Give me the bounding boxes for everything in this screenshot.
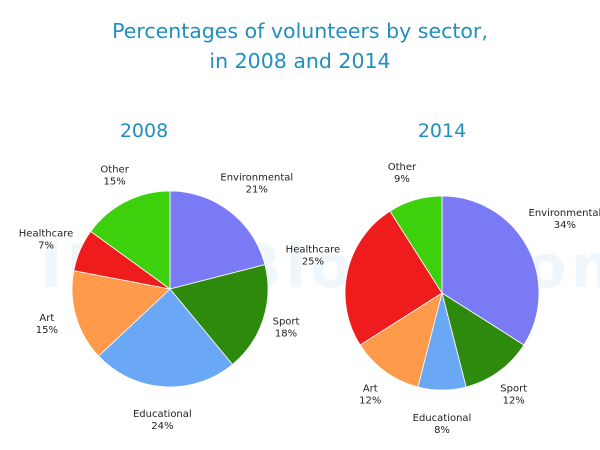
slice-category-label: Art <box>39 313 54 324</box>
slice-category-label: Environmental <box>529 208 600 219</box>
slice-value-label: 15% <box>103 176 125 187</box>
slice-category-label: Sport <box>500 384 527 395</box>
slice-label-other: Other 9% <box>388 162 417 185</box>
slice-category-label: Sport <box>273 317 300 328</box>
pie-2014: Environmental 34%Sport 12%Educational 8%Art… <box>286 162 600 436</box>
slice-environmental <box>441 195 540 346</box>
slice-value-label: 9% <box>394 174 410 185</box>
slice-label-educational: Educational 8% <box>413 413 472 436</box>
chart-title-line2: in 2008 and 2014 <box>209 49 391 73</box>
slice-label-educational: Educational 24% <box>133 409 192 432</box>
slice-label-art: Art 15% <box>36 313 58 336</box>
pie-title-2008: 2008 <box>119 120 169 142</box>
slice-value-label: 12% <box>503 396 525 407</box>
slice-category-label: Art <box>363 384 378 395</box>
slice-label-environmental: Environmental 21% <box>220 173 293 196</box>
slice-label-healthcare: Healthcare 25% <box>286 244 341 267</box>
slice-value-label: 21% <box>246 185 268 196</box>
chart-title: Percentages of volunteers by sector, in … <box>0 16 600 76</box>
slice-category-label: Healthcare <box>19 229 74 240</box>
pie-2008: Environmental 21% Sport 18% Educational 24% Ar… <box>19 164 300 431</box>
slice-value-label: 8% <box>434 425 450 436</box>
slice-label-sport: Sport 12% <box>500 384 527 407</box>
slice-sport <box>441 292 525 388</box>
slice-category-label: Educational <box>133 409 192 420</box>
slice-art <box>359 292 443 388</box>
slice-environmental <box>169 190 266 290</box>
slice-category-label: Healthcare <box>286 244 341 255</box>
slice-category-label: Other <box>388 162 417 173</box>
slice-educational <box>97 288 234 388</box>
slice-other <box>389 195 443 295</box>
slice-category-label: Environmental <box>220 173 293 184</box>
slice-category-label: Other <box>100 164 129 175</box>
slice-label-healthcare: Healthcare 7% <box>19 229 74 252</box>
slice-value-label: 25% <box>302 256 324 267</box>
slice-label-sport: Sport 18% <box>273 317 300 340</box>
slice-value-label: 12% <box>359 396 381 407</box>
slice-label-environmental: Environmental 34% <box>529 208 600 231</box>
slice-label-art: Art 12% <box>359 384 381 407</box>
slice-sport <box>169 264 269 366</box>
chart-title-line1: Percentages of volunteers by sector, <box>112 19 488 43</box>
pie-title-2014: 2014 <box>417 120 467 142</box>
slice-category-label: Educational <box>413 413 472 424</box>
slice-healthcare <box>344 210 443 346</box>
slice-value-label: 15% <box>36 325 58 336</box>
slice-value-label: 7% <box>38 241 54 252</box>
slice-art <box>71 270 171 357</box>
slice-value-label: 34% <box>554 220 576 231</box>
slice-other <box>90 190 171 290</box>
slice-label-other: Other 15% <box>100 164 129 187</box>
slice-value-label: 18% <box>275 329 297 340</box>
slice-value-label: 24% <box>151 421 173 432</box>
